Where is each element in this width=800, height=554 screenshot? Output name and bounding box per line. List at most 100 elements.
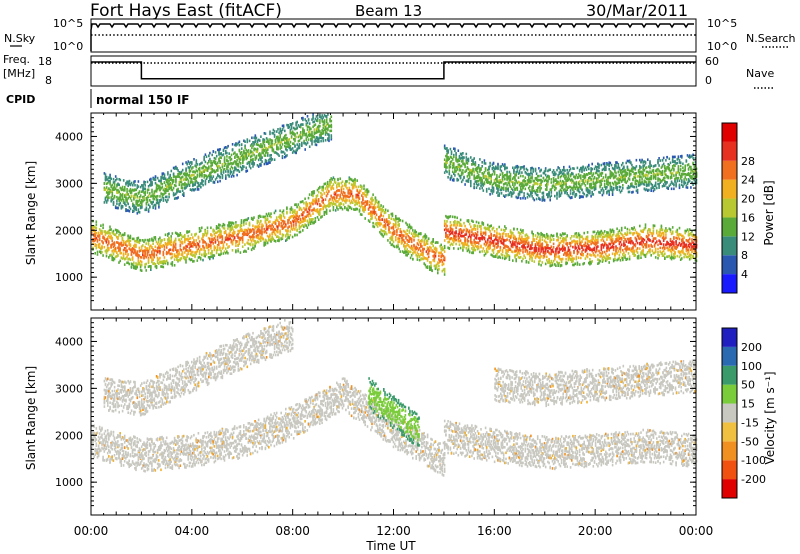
heatmap-cell [235,142,237,145]
heatmap-cell [329,202,331,205]
heatmap-cell [441,263,444,267]
heatmap-cell [280,145,283,149]
heatmap-cell [345,180,347,183]
heatmap-cell [337,200,339,203]
heatmap-cell [281,219,284,223]
heatmap-cell [206,169,209,172]
heatmap-cell [157,250,160,253]
heatmap-cell [116,199,118,202]
heatmap-cell [265,212,268,216]
heatmap-cell [127,184,129,188]
heatmap-cell [163,189,166,192]
heatmap-cell [413,243,415,247]
heatmap-cell [278,138,280,142]
heatmap-cell [305,138,308,142]
heatmap-cell [160,175,162,179]
heatmap-cell [120,244,123,247]
heatmap-cell [324,182,327,185]
heatmap-cell [135,206,137,210]
heatmap-cell [287,219,289,222]
heatmap-cell [147,210,150,213]
heatmap-cell [560,264,563,267]
heatmap-cell [169,248,171,251]
heatmap-cell [240,228,243,231]
heatmap-cell [338,204,340,207]
heatmap-cell [173,239,176,243]
heatmap-cell [101,246,103,249]
heatmap-cell [119,247,121,250]
heatmap-cell [260,220,262,223]
heatmap-cell [585,237,588,241]
heatmap-cell [376,205,379,208]
heatmap-cell [107,181,109,185]
heatmap-cell [525,260,528,264]
heatmap-cell [382,214,385,218]
heatmap-cell [239,251,242,254]
heatmap-cell [286,136,288,140]
heatmap-cell [101,229,103,233]
heatmap-cell [202,235,204,239]
heatmap-cell [154,195,157,199]
heatmap-cell [298,205,301,209]
heatmap-cell [242,153,244,157]
heatmap-cell [514,240,516,244]
heatmap-cell [171,232,174,235]
heatmap-cell [514,255,516,259]
heatmap-cell [397,243,399,246]
heatmap-cell [475,233,478,237]
heatmap-cell [214,151,217,154]
heatmap-cell [97,243,100,246]
heatmap-cell [483,236,486,240]
heatmap-cell [98,243,101,246]
heatmap-cell [476,224,479,228]
heatmap-cell [121,195,124,198]
heatmap-cell [368,220,371,223]
heatmap-cell [169,242,171,246]
heatmap-cell [203,246,205,250]
heatmap-cell [264,241,267,245]
heatmap-cell [540,250,542,253]
heatmap-cell [581,235,583,238]
heatmap-cell [113,249,116,253]
heatmap-cell [121,193,124,196]
heatmap-cell [414,248,416,251]
heatmap-cell [244,144,246,148]
heatmap-cell [597,262,599,265]
heatmap-cell [495,235,497,238]
heatmap-cell [193,239,195,242]
heatmap-cell [325,204,328,208]
heatmap-cell [181,189,184,193]
heatmap-cell [176,249,178,252]
heatmap-cell [260,229,262,233]
heatmap-cell [127,253,129,256]
heatmap-cell [306,141,309,145]
heatmap-cell [243,139,245,143]
heatmap-cell [215,169,218,172]
heatmap-cell [307,211,310,214]
heatmap-cell [288,216,290,220]
heatmap-cell [341,199,344,202]
heatmap-cell [230,227,233,230]
heatmap-cell [119,259,121,263]
heatmap-cell [391,238,394,242]
heatmap-cell [594,234,597,237]
heatmap-cell [378,217,380,221]
heatmap-cell [155,195,158,198]
heatmap-cell [184,173,186,177]
heatmap-cell [121,185,124,189]
heatmap-cell [527,252,530,256]
heatmap-cell [257,165,260,168]
heatmap-cell [479,224,481,228]
heatmap-cell [132,204,134,208]
heatmap-cell [284,136,286,140]
heatmap-cell [124,195,126,198]
heatmap-cell [249,149,252,153]
heatmap-cell [136,204,139,207]
heatmap-cell [139,205,142,209]
heatmap-cell [148,265,151,268]
heatmap-cell [339,203,341,206]
heatmap-cell [306,210,309,214]
heatmap-cell [151,260,153,264]
heatmap-cell [414,229,416,232]
heatmap-cell [567,249,570,252]
